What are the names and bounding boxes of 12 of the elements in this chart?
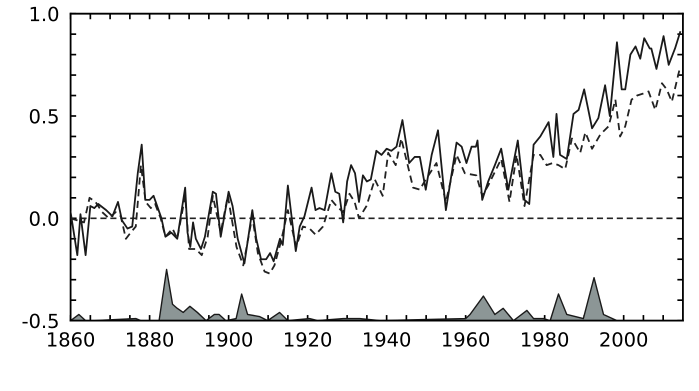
- y-tick-label: 1.0: [30, 6, 58, 22]
- x-tick-label: 2000: [600, 332, 648, 347]
- x-tick-label: 1980: [522, 332, 568, 347]
- x-tick-label: 1920: [285, 332, 332, 347]
- y-tick-label: -0.5: [22, 314, 58, 328]
- x-tick-label: 1900: [206, 332, 252, 347]
- x-tick-label: 1880: [127, 332, 174, 347]
- x-tick-label: 1960: [443, 332, 490, 347]
- x-tick-label: 1940: [364, 332, 410, 347]
- y-tick-label: 0.0: [30, 211, 58, 226]
- y-tick-label: 0.5: [30, 108, 58, 124]
- x-tick-label: 1860: [48, 332, 94, 347]
